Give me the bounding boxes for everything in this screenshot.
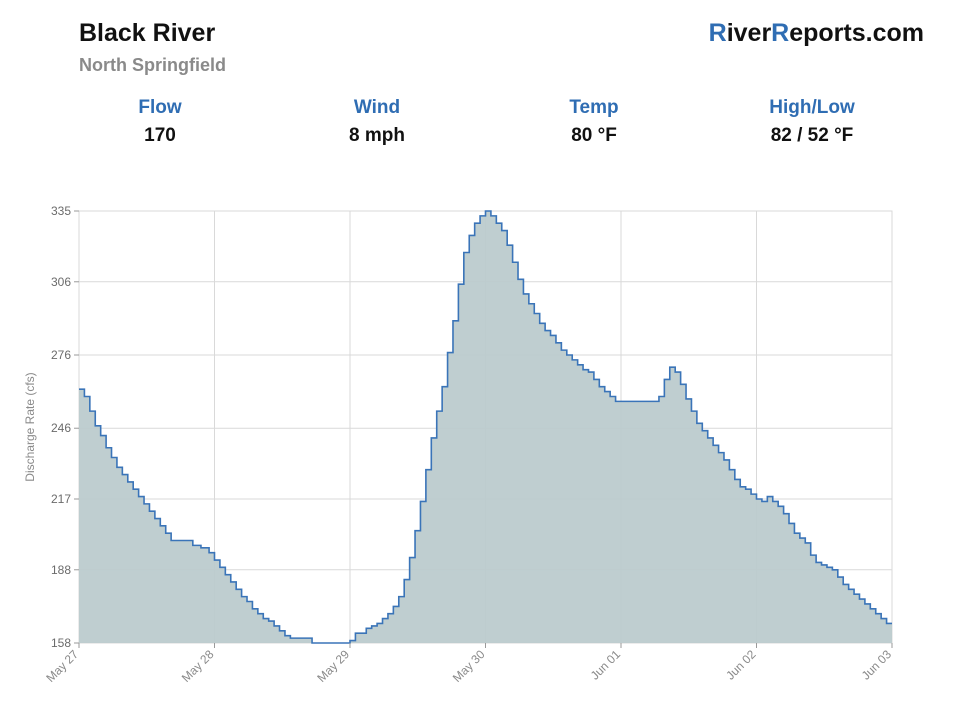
y-tick-label: 158	[51, 636, 71, 650]
x-tick-label: May 29	[314, 647, 352, 685]
y-tick-label: 246	[51, 421, 71, 435]
x-tick-label: May 27	[43, 647, 81, 685]
x-tick-label: May 30	[450, 647, 488, 685]
y-tick-label: 306	[51, 275, 71, 289]
stat-flow-label: Flow	[138, 97, 182, 118]
logo-text-iver: iver	[726, 19, 772, 47]
logo-letter-r1: R	[708, 19, 727, 47]
x-tick-label: Jun 03	[859, 647, 895, 683]
stats-bar: Flow 170 Wind 8 mph Temp 80 °F High/Low …	[0, 95, 960, 155]
logo-letter-r2: R	[771, 19, 790, 47]
stat-wind: Wind 8 mph	[287, 95, 467, 151]
discharge-chart: 158 188 217 246 276 306 335 May 27 May 28 May 29…	[23, 204, 894, 685]
stat-flow-value: 170	[144, 125, 176, 146]
stat-temp: Temp 80 °F	[504, 95, 684, 151]
x-tick-label: Jun 02	[723, 647, 759, 683]
y-tick-label: 188	[51, 563, 71, 577]
stat-wind-label: Wind	[353, 97, 401, 118]
river-name: Black River	[79, 19, 216, 47]
y-axis-ticks: 158 188 217 246 276 306 335	[51, 204, 79, 650]
stat-flow: Flow 170	[70, 95, 250, 151]
discharge-area	[79, 211, 892, 643]
logo-text-eports: eports.com	[789, 19, 924, 47]
stat-high-low: High/Low 82 / 52 °F	[722, 95, 902, 151]
x-tick-label: May 28	[179, 647, 217, 685]
stat-temp-value: 80 °F	[571, 125, 617, 146]
site-logo[interactable]: RiverReports.com	[709, 19, 924, 48]
y-axis-title: Discharge Rate (cfs)	[23, 372, 37, 481]
x-axis-ticks: May 27 May 28 May 29 May 30 Jun 01 Jun 02 Jun …	[43, 643, 894, 685]
discharge-line	[79, 210, 892, 644]
y-tick-label: 276	[51, 348, 71, 362]
y-tick-label: 217	[51, 492, 71, 506]
x-tick-label: Jun 01	[588, 647, 624, 683]
stat-wind-value: 8 mph	[349, 125, 405, 146]
location-name: North Springfield	[79, 55, 226, 75]
stat-high-low-value: 82 / 52 °F	[770, 125, 854, 146]
stat-high-low-label: High/Low	[769, 97, 855, 118]
y-tick-label: 335	[51, 204, 71, 218]
stat-temp-label: Temp	[569, 97, 619, 118]
